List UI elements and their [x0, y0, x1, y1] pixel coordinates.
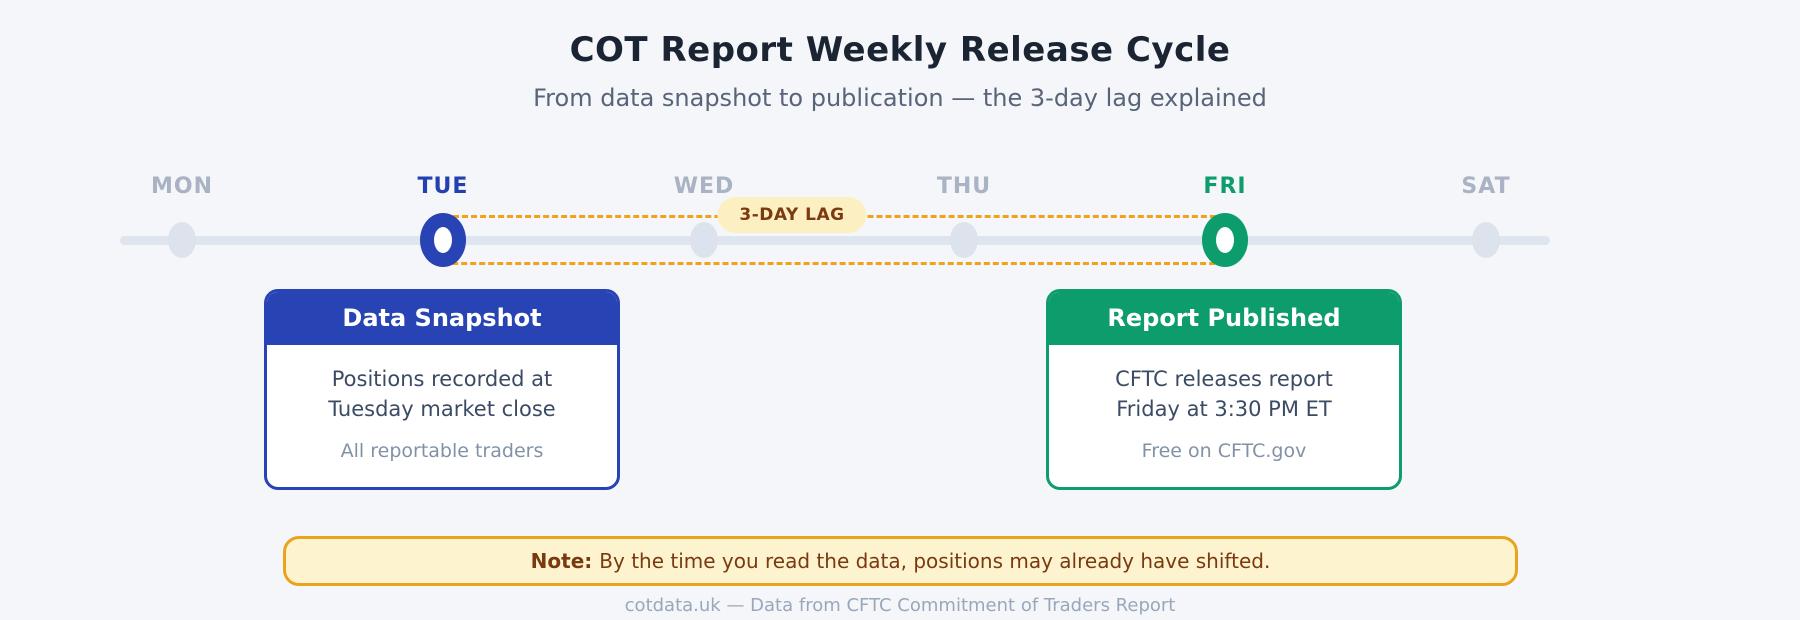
- report-published-subtext: Free on CFTC.gov: [1141, 440, 1307, 462]
- data-snapshot-card-body: Positions recorded at Tuesday market clo…: [267, 345, 617, 462]
- report-published-card-body: CFTC releases report Friday at 3:30 PM E…: [1049, 345, 1399, 462]
- day-label-tue: TUE: [417, 174, 469, 199]
- snapshot-marker-tue: [420, 213, 466, 267]
- day-label-mon: MON: [150, 174, 213, 199]
- page-title: COT Report Weekly Release Cycle: [569, 30, 1231, 70]
- data-snapshot-line-2: Tuesday market close: [328, 397, 556, 421]
- note-banner: Note: By the time you read the data, posi…: [283, 536, 1518, 586]
- data-snapshot-subtext: All reportable traders: [340, 440, 544, 462]
- day-label-fri: FRI: [1203, 174, 1247, 199]
- data-snapshot-line-1: Positions recorded at: [331, 367, 553, 391]
- day-dot-wed: [690, 222, 718, 258]
- note-text: By the time you read the data, positions…: [599, 549, 1271, 573]
- page-subtitle: From data snapshot to publication — the …: [533, 84, 1267, 112]
- day-label-sat: SAT: [1461, 174, 1511, 199]
- data-snapshot-card-title: Data Snapshot: [267, 292, 617, 345]
- published-marker-fri: [1202, 213, 1248, 267]
- day-label-wed: WED: [673, 174, 735, 199]
- data-snapshot-card: Data Snapshot Positions recorded at Tues…: [264, 289, 620, 490]
- day-dot-mon: [168, 222, 196, 258]
- day-dot-sat: [1472, 222, 1500, 258]
- footer-attribution: cotdata.uk — Data from CFTC Commitment o…: [624, 595, 1176, 616]
- note-label: Note:: [530, 549, 593, 573]
- timeline-axis: [120, 236, 1550, 245]
- report-published-card: Report Published CFTC releases report Fr…: [1046, 289, 1402, 490]
- lag-badge: 3-DAY LAG: [717, 197, 867, 233]
- report-published-card-title: Report Published: [1049, 292, 1399, 345]
- day-dot-thu: [950, 222, 978, 258]
- day-label-thu: THU: [936, 174, 992, 199]
- report-published-line-1: CFTC releases report: [1115, 367, 1333, 391]
- report-published-line-2: Friday at 3:30 PM ET: [1116, 397, 1332, 421]
